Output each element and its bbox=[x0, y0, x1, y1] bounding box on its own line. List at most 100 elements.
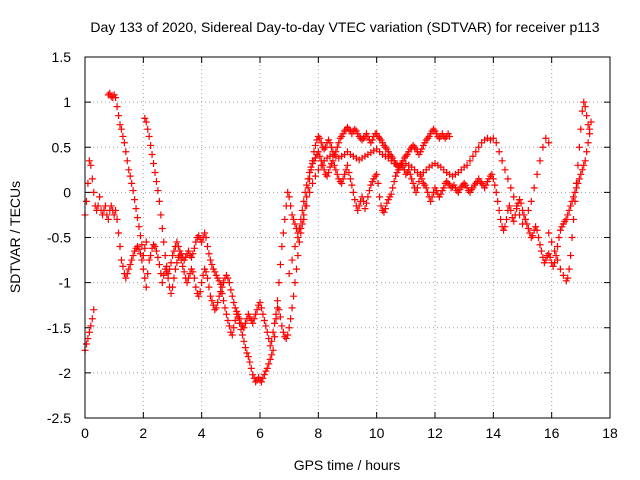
data-point bbox=[106, 89, 114, 97]
data-point bbox=[291, 220, 299, 228]
data-point bbox=[260, 371, 268, 379]
plot-frame bbox=[84, 56, 611, 419]
data-point bbox=[128, 256, 136, 264]
chart-title: Day 133 of 2020, Sidereal Day-to-day VTE… bbox=[90, 19, 599, 35]
data-point bbox=[510, 217, 518, 225]
x-tick-label: 12 bbox=[427, 425, 443, 441]
data-point bbox=[225, 279, 233, 287]
data-point bbox=[513, 202, 521, 210]
data-point bbox=[268, 337, 276, 345]
y-tick-label: -1.5 bbox=[47, 320, 71, 336]
data-point bbox=[141, 274, 149, 282]
x-tick-label: 0 bbox=[81, 425, 89, 441]
data-point bbox=[354, 206, 362, 214]
data-point bbox=[87, 322, 95, 330]
data-point bbox=[205, 283, 213, 291]
data-point bbox=[138, 256, 146, 264]
data-point bbox=[290, 292, 298, 300]
data-point bbox=[236, 315, 244, 323]
data-point bbox=[567, 202, 575, 210]
data-point bbox=[107, 202, 115, 210]
data-point bbox=[82, 197, 90, 205]
data-point bbox=[222, 310, 230, 318]
data-point bbox=[225, 322, 233, 330]
series-trace-b bbox=[81, 89, 454, 354]
data-point bbox=[578, 107, 586, 115]
data-point bbox=[122, 148, 130, 156]
data-point bbox=[571, 197, 579, 205]
data-point bbox=[90, 188, 98, 196]
y-tick-label: 0 bbox=[63, 184, 71, 200]
data-point bbox=[368, 136, 376, 144]
data-point bbox=[170, 247, 178, 255]
data-point bbox=[330, 161, 338, 169]
data-point bbox=[256, 298, 264, 306]
data-point bbox=[218, 283, 226, 291]
data-point bbox=[567, 252, 575, 260]
data-point bbox=[298, 220, 306, 228]
data-point bbox=[90, 306, 98, 314]
data-point bbox=[190, 274, 198, 282]
y-tick-label: 0.5 bbox=[52, 139, 72, 155]
data-point bbox=[298, 206, 306, 214]
data-point bbox=[323, 172, 331, 180]
data-point bbox=[224, 274, 232, 282]
data-point bbox=[279, 328, 287, 336]
data-point bbox=[142, 283, 150, 291]
data-point bbox=[314, 166, 322, 174]
data-point bbox=[180, 268, 188, 276]
data-point bbox=[265, 360, 273, 368]
data-point bbox=[250, 315, 258, 323]
data-point bbox=[113, 103, 121, 111]
data-point bbox=[498, 157, 506, 165]
data-point bbox=[241, 319, 249, 327]
data-point bbox=[288, 211, 296, 219]
data-point bbox=[271, 319, 279, 327]
data-point bbox=[275, 306, 283, 314]
data-point bbox=[249, 371, 257, 379]
data-point bbox=[284, 331, 292, 339]
data-point bbox=[549, 262, 557, 270]
data-point bbox=[440, 184, 448, 192]
y-axis-label: SDTVAR / TECUs bbox=[7, 181, 23, 293]
data-point bbox=[536, 241, 544, 249]
grid-lines bbox=[85, 57, 610, 418]
data-point bbox=[122, 274, 130, 282]
data-point bbox=[206, 292, 214, 300]
data-point bbox=[271, 333, 279, 341]
y-tick-label: -2.5 bbox=[47, 410, 71, 426]
data-point bbox=[145, 256, 153, 264]
data-point bbox=[365, 187, 373, 195]
data-point bbox=[278, 322, 286, 330]
data-point bbox=[338, 179, 346, 187]
data-point bbox=[316, 134, 324, 142]
data-point bbox=[551, 247, 559, 255]
data-point bbox=[116, 121, 124, 129]
data-point bbox=[495, 206, 503, 214]
data-point bbox=[564, 274, 572, 282]
data-point bbox=[202, 234, 210, 241]
data-point bbox=[392, 172, 400, 180]
data-point bbox=[117, 256, 125, 264]
y-tick-label: -1 bbox=[59, 275, 72, 291]
data-point bbox=[358, 193, 366, 201]
data-point bbox=[545, 139, 553, 147]
data-point bbox=[160, 271, 168, 279]
data-point bbox=[155, 261, 163, 269]
data-point bbox=[129, 252, 137, 260]
data-point bbox=[115, 229, 123, 237]
data-point bbox=[142, 238, 150, 246]
data-point bbox=[228, 331, 236, 339]
data-point bbox=[190, 244, 198, 252]
data-point bbox=[126, 172, 134, 180]
data-point bbox=[362, 199, 370, 207]
data-point bbox=[173, 238, 181, 246]
data-point bbox=[311, 172, 319, 180]
data-point bbox=[559, 271, 567, 279]
data-point bbox=[584, 139, 592, 147]
data-point bbox=[246, 358, 254, 366]
data-point bbox=[488, 170, 496, 178]
data-point bbox=[240, 324, 248, 332]
data-point bbox=[269, 328, 277, 336]
